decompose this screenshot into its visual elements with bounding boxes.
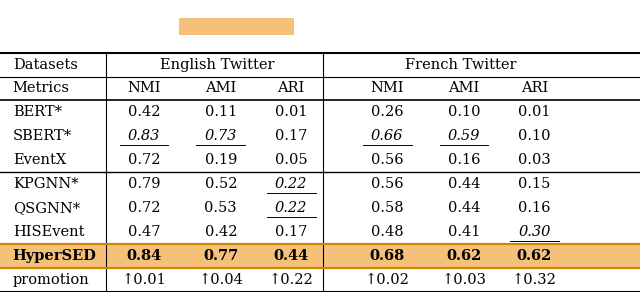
Text: ↑0.32: ↑0.32 <box>512 273 557 287</box>
Text: SBERT*: SBERT* <box>13 129 72 143</box>
Text: Datasets: Datasets <box>13 58 77 72</box>
Text: BERT*: BERT* <box>13 105 62 119</box>
Text: ARI: ARI <box>521 81 548 95</box>
Text: 0.77: 0.77 <box>203 249 239 263</box>
Text: ↑0.03: ↑0.03 <box>442 273 486 287</box>
Text: 0.83: 0.83 <box>128 129 160 143</box>
Text: 0.62: 0.62 <box>516 249 552 263</box>
Text: 0.84: 0.84 <box>126 249 162 263</box>
Text: ↑0.02: ↑0.02 <box>365 273 410 287</box>
Text: QSGNN*: QSGNN* <box>13 201 80 215</box>
Bar <box>0 244 640 268</box>
Text: 0.22: 0.22 <box>275 177 307 191</box>
Text: 0.42: 0.42 <box>205 225 237 239</box>
Text: promotion: promotion <box>13 273 90 287</box>
Text: 0.44: 0.44 <box>448 201 480 215</box>
Text: 0.10: 0.10 <box>518 129 550 143</box>
Text: 0.42: 0.42 <box>128 105 160 119</box>
Text: French Twitter: French Twitter <box>405 58 516 72</box>
Text: 0.26: 0.26 <box>371 105 403 119</box>
Text: 0.53: 0.53 <box>205 201 237 215</box>
Text: 0.66: 0.66 <box>371 129 403 143</box>
Text: 0.59: 0.59 <box>448 129 480 143</box>
Text: 0.62: 0.62 <box>446 249 482 263</box>
Text: 0.03: 0.03 <box>518 153 551 167</box>
Text: 0.68: 0.68 <box>369 249 405 263</box>
Text: ↑0.22: ↑0.22 <box>269 273 314 287</box>
Text: 0.15: 0.15 <box>518 177 550 191</box>
Text: 0.72: 0.72 <box>128 153 160 167</box>
Text: 0.19: 0.19 <box>205 153 237 167</box>
Text: English Twitter: English Twitter <box>161 58 275 72</box>
Text: 0.30: 0.30 <box>518 225 550 239</box>
Text: NMI: NMI <box>127 81 161 95</box>
Text: 0.16: 0.16 <box>448 153 480 167</box>
Text: 0.44: 0.44 <box>273 249 309 263</box>
Text: AMI: AMI <box>205 81 236 95</box>
Text: 0.41: 0.41 <box>448 225 480 239</box>
Text: 0.17: 0.17 <box>275 129 307 143</box>
Text: ARI: ARI <box>278 81 305 95</box>
Text: 0.17: 0.17 <box>275 225 307 239</box>
Bar <box>179 18 294 35</box>
Text: KPGNN*: KPGNN* <box>13 177 79 191</box>
Text: HISEvent: HISEvent <box>13 225 84 239</box>
Text: 0.11: 0.11 <box>205 105 237 119</box>
Text: AMI: AMI <box>449 81 479 95</box>
Text: 0.52: 0.52 <box>205 177 237 191</box>
Text: 0.56: 0.56 <box>371 153 403 167</box>
Text: 0.56: 0.56 <box>371 177 403 191</box>
Text: EventX: EventX <box>13 153 66 167</box>
Text: 0.79: 0.79 <box>128 177 160 191</box>
Text: 0.16: 0.16 <box>518 201 550 215</box>
Text: 0.10: 0.10 <box>448 105 480 119</box>
Text: 0.47: 0.47 <box>128 225 160 239</box>
Text: ↑0.04: ↑0.04 <box>198 273 243 287</box>
Text: ↑0.01: ↑0.01 <box>122 273 166 287</box>
Text: 0.58: 0.58 <box>371 201 403 215</box>
Text: 0.72: 0.72 <box>128 201 160 215</box>
Text: 0.44: 0.44 <box>448 177 480 191</box>
Text: 0.05: 0.05 <box>275 153 307 167</box>
Text: 0.22: 0.22 <box>275 201 307 215</box>
Text: 0.01: 0.01 <box>275 105 307 119</box>
Text: Metrics: Metrics <box>13 81 70 95</box>
Text: NMI: NMI <box>371 81 404 95</box>
Text: 0.48: 0.48 <box>371 225 403 239</box>
Text: HyperSED: HyperSED <box>13 249 97 263</box>
Text: 0.73: 0.73 <box>205 129 237 143</box>
Text: 0.01: 0.01 <box>518 105 550 119</box>
